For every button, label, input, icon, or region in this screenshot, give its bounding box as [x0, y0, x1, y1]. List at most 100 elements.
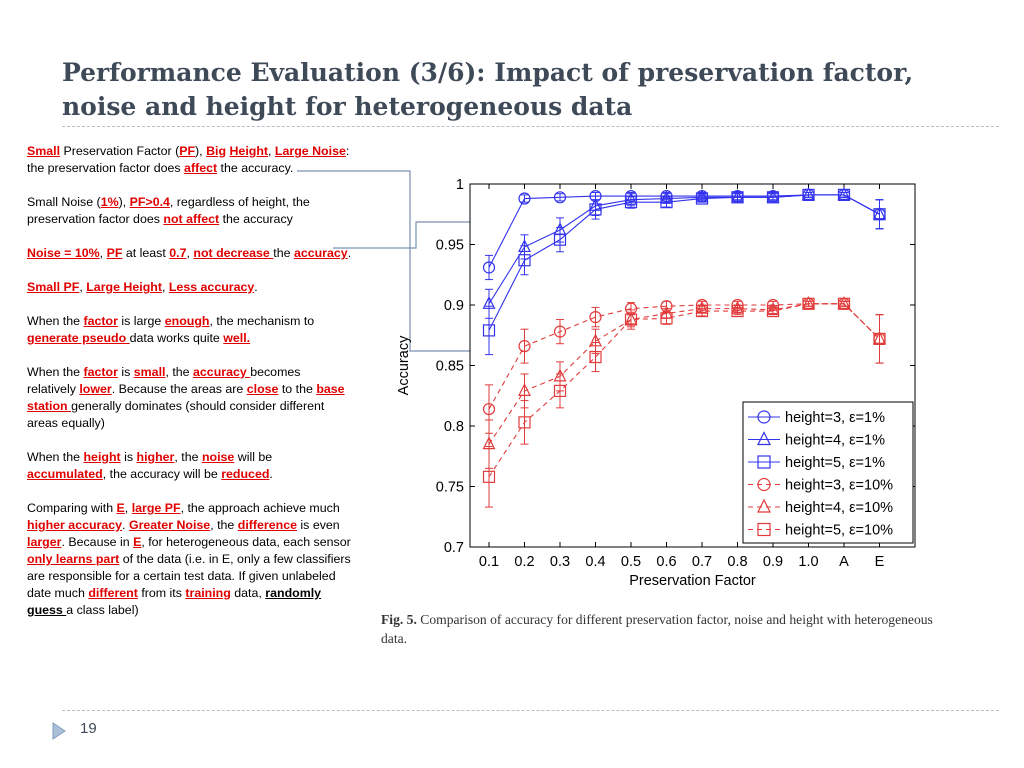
keyword: Height: [229, 144, 269, 158]
data-point: [553, 191, 567, 204]
text-run: When the: [27, 365, 84, 379]
text-run: .: [347, 246, 352, 260]
legend-marker: [757, 455, 771, 469]
x-tick-label: 0.8: [727, 554, 747, 570]
legend-marker: [757, 410, 771, 424]
keyword: factor: [83, 365, 118, 379]
keyword: Greater Noise: [128, 518, 211, 532]
keyword: large PF: [131, 501, 181, 515]
text-run: is large: [117, 314, 165, 328]
connector-not-affect: [333, 221, 492, 249]
text-run: Preservation Factor (: [60, 144, 180, 158]
x-tick-label: 0.7: [692, 554, 712, 570]
data-point: [802, 187, 815, 200]
slide-number: 19: [80, 720, 97, 737]
text-run: : the preservation factor does: [27, 144, 350, 175]
data-point: [482, 324, 496, 337]
text-run: ,: [99, 246, 107, 260]
data-point: [873, 332, 886, 345]
text-run: ,: [186, 246, 194, 260]
text-run: to the: [278, 382, 317, 396]
text-run: , the: [210, 518, 238, 532]
paragraph-4: Small PF, Large Height, Less accuracy.: [27, 279, 352, 296]
text-run: the accuracy: [219, 212, 293, 226]
keyword: higher accuracy: [27, 518, 123, 532]
keyword: PF: [106, 246, 123, 260]
keyword: close: [246, 382, 279, 396]
text-run: the accuracy.: [217, 161, 294, 175]
keyword: E: [133, 535, 142, 549]
text-run: , for heterogeneous data, each sensor: [141, 535, 351, 549]
text-run: ,: [124, 501, 132, 515]
y-tick-label: 0.8: [444, 419, 464, 435]
text-run: is: [117, 365, 134, 379]
keyword: only learns part: [27, 552, 120, 566]
keyword: PF: [179, 144, 196, 158]
text-run: . Because the areas are: [111, 382, 247, 396]
data-point: [482, 261, 496, 274]
y-tick-label: 1: [456, 177, 464, 193]
data-point: [802, 295, 815, 309]
data-point: [660, 312, 673, 325]
data-point: [731, 191, 744, 204]
text-run: is: [120, 450, 137, 464]
data-point: [695, 192, 709, 205]
x-tick-label: 0.1: [479, 554, 499, 570]
keyword: accuracy: [293, 246, 348, 260]
keyword: generate pseudo: [27, 331, 130, 345]
text-run: ,: [268, 144, 275, 158]
text-run: from its: [137, 586, 186, 600]
text-run: of the data (i.e. in E, only a few class…: [27, 552, 351, 600]
text-run: at least: [122, 246, 170, 260]
data-point: [553, 325, 567, 338]
paragraph-6: When the factor is small, the accuracy b…: [27, 364, 352, 432]
y-tick-label: 0.75: [436, 480, 464, 496]
triangle-bullet-icon: [52, 722, 66, 740]
keyword: base station: [27, 382, 345, 413]
paragraph-1: Small Preservation Factor (PF), Big Heig…: [27, 143, 352, 177]
caption-label: Fig. 5.: [381, 612, 417, 627]
keyword: E: [116, 501, 125, 515]
keyword: different: [88, 586, 138, 600]
data-point: [766, 189, 780, 203]
data-point: [873, 208, 886, 221]
legend-label: height=5, ε=10%: [785, 523, 893, 539]
paragraph-8: Comparing with E, large PF, the approach…: [27, 500, 352, 619]
keyword: Large Noise: [274, 144, 346, 158]
series-6: [482, 297, 886, 508]
keyword: reduced: [221, 467, 270, 481]
x-tick-label: A: [839, 554, 849, 570]
text-run: .: [269, 467, 273, 481]
keyword: Noise = 10%: [27, 246, 100, 260]
legend-label: height=3, ε=10%: [785, 478, 893, 494]
keyword: Big: [206, 144, 227, 158]
text-run: the: [273, 246, 294, 260]
text-run: ),: [118, 195, 130, 209]
legend-label: height=4, ε=10%: [785, 500, 893, 516]
text-run: When the: [27, 450, 84, 464]
data-point: [482, 470, 496, 483]
keyword: PF>0.4: [129, 195, 170, 209]
connector-affect: [297, 170, 492, 352]
x-tick-label: 0.4: [585, 554, 605, 570]
text-run: , regardless of height, the preservation…: [27, 195, 310, 226]
text-run: ,: [161, 280, 169, 294]
series-line: [488, 303, 880, 410]
keyword: Less accuracy: [168, 280, 255, 294]
text-run: , the: [174, 450, 202, 464]
legend-marker: [757, 477, 771, 492]
data-point: [695, 304, 709, 318]
x-axis-label: Preservation Factor: [629, 573, 756, 589]
legend-label: height=4, ε=1%: [785, 433, 885, 449]
figure-caption: Fig. 5. Comparison of accuracy for diffe…: [381, 610, 941, 648]
data-point: [837, 295, 851, 309]
y-tick-label: 0.95: [436, 238, 464, 254]
text-run: , the approach achieve much: [180, 501, 340, 515]
slide-title: Performance Evaluation (3/6): Impact of …: [62, 58, 914, 121]
data-point: [518, 254, 531, 267]
keyword: height: [83, 450, 121, 464]
legend-marker: [757, 522, 771, 537]
keyword: higher: [136, 450, 175, 464]
series-3: [482, 188, 886, 356]
keyword: affect: [184, 161, 218, 175]
